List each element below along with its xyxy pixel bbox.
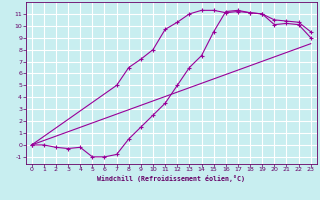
- X-axis label: Windchill (Refroidissement éolien,°C): Windchill (Refroidissement éolien,°C): [97, 175, 245, 182]
